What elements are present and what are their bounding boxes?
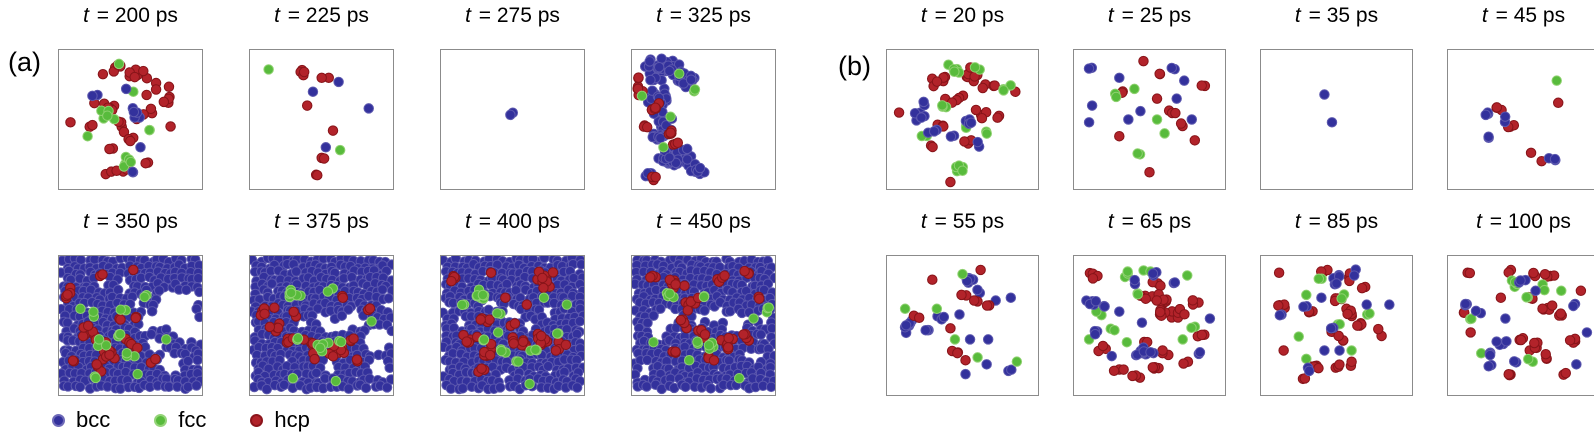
snapshot-title: t = 35 ps (1294, 4, 1379, 27)
panel-b-grid: t = 20 ps t = 25 ps t = 35 ps t = 45 ps t = … (886, 0, 1594, 396)
snapshot-b-85ps: t = 85 ps (1260, 208, 1413, 396)
snapshot-a-200ps: t = 200 ps (58, 2, 203, 190)
snapshot-scatter (1458, 264, 1593, 381)
snapshot-scatter (250, 256, 393, 395)
snapshot-title: t = 45 ps (1481, 4, 1566, 27)
snapshot-title: t = 350 ps (83, 210, 178, 233)
snapshot-box (1260, 255, 1413, 396)
snapshot-scatter (632, 256, 775, 395)
snapshot-box (1073, 255, 1226, 396)
snapshot-title: t = 275 ps (465, 4, 560, 27)
snapshot-a-275ps: t = 275 ps (440, 2, 585, 190)
snapshot-box (1447, 255, 1594, 396)
legend: bcc fcc hcp (52, 407, 310, 433)
snapshot-b-55ps: t = 55 ps (886, 208, 1039, 396)
snapshot-scatter (65, 58, 176, 180)
snapshot-title: t = 450 ps (656, 210, 751, 233)
panel-b-label: (b) (838, 51, 871, 81)
snapshot-box (1447, 49, 1594, 190)
snapshot-title: t = 400 ps (465, 210, 560, 233)
legend-label-bcc: bcc (76, 407, 111, 432)
snapshot-box (440, 255, 585, 396)
snapshot-title: t = 100 ps (1476, 210, 1571, 233)
snapshot-scatter (1083, 55, 1211, 178)
snapshot-scatter (632, 53, 710, 186)
snapshot-title: t = 375 ps (274, 210, 369, 233)
snapshot-a-375ps: t = 375 ps (249, 208, 394, 396)
snapshot-title: t = 20 ps (920, 4, 1005, 27)
snapshot-box (631, 255, 776, 396)
legend-label-hcp: hcp (274, 407, 310, 432)
snapshot-box (249, 255, 394, 396)
snapshot-scatter (1273, 264, 1395, 385)
snapshot-box (631, 49, 776, 190)
bcc-dot-icon (52, 413, 65, 427)
snapshot-box (249, 49, 394, 190)
snapshot-a-350ps: t = 350 ps (58, 208, 203, 396)
panel-a-grid: t = 200 ps t = 225 ps t = 275 ps t = 325 ps… (58, 0, 776, 396)
snapshot-box (886, 49, 1039, 190)
snapshot-a-225ps: t = 225 ps (249, 2, 394, 190)
snapshot-b-35ps: t = 35 ps (1260, 2, 1413, 190)
snapshot-scatter (441, 256, 584, 395)
snapshot-title: t = 325 ps (656, 4, 751, 27)
snapshot-a-325ps: t = 325 ps (631, 2, 776, 190)
snapshot-title: t = 225 ps (274, 4, 369, 27)
snapshot-title: t = 55 ps (920, 210, 1005, 233)
snapshot-title: t = 25 ps (1107, 4, 1192, 27)
snapshot-a-450ps: t = 450 ps (631, 208, 776, 396)
snapshot-scatter (505, 107, 519, 121)
snapshot-box (58, 49, 203, 190)
panel-a-label: (a) (8, 47, 41, 77)
panel-b: (b) t = 20 ps t = 25 ps t = 35 ps t = 45 ps… (838, 0, 1594, 396)
snapshot-scatter (1319, 89, 1338, 128)
hcp-dot-icon (250, 413, 264, 427)
snapshot-box (1073, 49, 1226, 190)
snapshot-scatter (59, 256, 202, 394)
legend-item-hcp: hcp (250, 407, 310, 433)
snapshot-scatter (1480, 75, 1564, 167)
snapshot-scatter (893, 59, 1021, 188)
snapshot-b-25ps: t = 25 ps (1073, 2, 1226, 190)
snapshot-box (440, 49, 585, 190)
snapshot-box (886, 255, 1039, 396)
snapshot-title: t = 200 ps (83, 4, 178, 27)
snapshot-b-100ps: t = 100 ps (1447, 208, 1594, 396)
snapshot-box (58, 255, 203, 396)
legend-label-fcc: fcc (178, 407, 207, 432)
legend-item-bcc: bcc (52, 407, 110, 433)
snapshot-a-400ps: t = 400 ps (440, 208, 585, 396)
snapshot-scatter (899, 264, 1023, 380)
snapshot-box (1260, 49, 1413, 190)
snapshot-title: t = 85 ps (1294, 210, 1379, 233)
snapshot-scatter (1081, 265, 1216, 383)
legend-item-fcc: fcc (154, 407, 206, 433)
panel-a: (a) t = 200 ps t = 225 ps t = 275 ps t = 32… (8, 0, 776, 396)
snapshot-b-20ps: t = 20 ps (886, 2, 1039, 190)
snapshot-scatter (263, 64, 374, 181)
snapshot-b-65ps: t = 65 ps (1073, 208, 1226, 396)
fcc-dot-icon (154, 413, 168, 427)
snapshot-title: t = 65 ps (1107, 210, 1192, 233)
snapshot-b-45ps: t = 45 ps (1447, 2, 1594, 190)
